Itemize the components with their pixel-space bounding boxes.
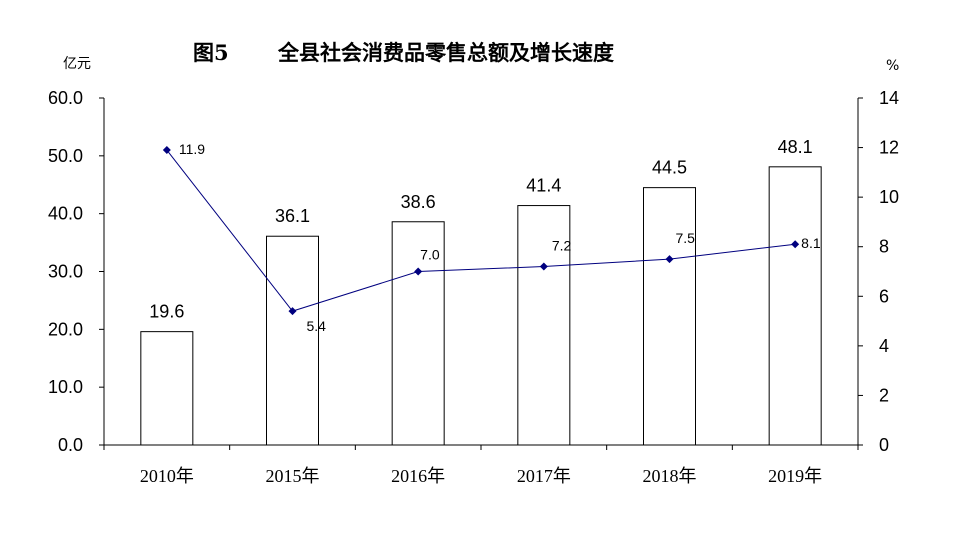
x-tick-label: 2018年 <box>643 466 697 486</box>
left-tick-label: 50.0 <box>48 146 83 166</box>
bar <box>391 221 445 446</box>
growth-rate-point <box>665 255 674 264</box>
bar <box>643 187 696 446</box>
growth-rate-label: 8.1 <box>801 235 821 251</box>
right-tick-label: 10 <box>879 187 899 207</box>
chart-title-prefix: 图5 <box>193 40 229 65</box>
bar-value-label: 19.6 <box>149 302 184 322</box>
x-tick-label: 2015年 <box>266 466 320 486</box>
left-axis-unit: 亿元 <box>63 56 91 72</box>
growth-rate-label: 11.9 <box>179 141 205 157</box>
growth-rate-point <box>414 267 423 276</box>
bar <box>266 235 319 446</box>
right-tick-label: 4 <box>879 336 889 356</box>
growth-rate-label: 7.5 <box>676 230 696 246</box>
bar <box>517 205 571 446</box>
bar-value-label: 36.1 <box>275 206 310 226</box>
right-tick-label: 12 <box>879 138 899 158</box>
bar-value-label: 38.6 <box>401 192 436 212</box>
growth-rate-label: 7.0 <box>420 247 440 263</box>
bar <box>140 331 194 446</box>
bar <box>768 166 822 446</box>
right-axis-unit: % <box>886 58 899 74</box>
x-tick-label: 2019年 <box>768 466 822 486</box>
growth-rate-label: 7.2 <box>552 238 572 254</box>
right-tick-label: 14 <box>879 88 899 108</box>
x-tick-label: 2010年 <box>140 466 194 486</box>
growth-rate-point <box>288 307 297 316</box>
bar-value-label: 48.1 <box>778 137 813 157</box>
left-tick-label: 10.0 <box>48 377 83 397</box>
left-tick-label: 60.0 <box>48 88 83 108</box>
bar-value-label: 44.5 <box>652 158 687 178</box>
plot-area: 0.0 10.0 20.0 30.0 40.0 50.0 60.0 0 2 4 6 8 10 12 14 20… <box>48 88 899 486</box>
left-tick-label: 30.0 <box>48 262 83 282</box>
chart-title: 全县社会消费品零售总额及增长速度 <box>277 41 614 65</box>
left-tick-label: 0.0 <box>58 435 83 455</box>
x-tick-label: 2017年 <box>517 466 571 486</box>
right-tick-label: 0 <box>879 435 889 455</box>
bar-value-label: 41.4 <box>526 176 561 196</box>
left-tick-label: 40.0 <box>48 204 83 224</box>
x-tick-label: 2016年 <box>391 466 445 486</box>
right-tick-label: 8 <box>879 237 889 257</box>
growth-rate-point <box>791 240 800 249</box>
growth-rate-line <box>166 149 796 312</box>
growth-rate-point <box>539 262 548 271</box>
left-tick-label: 20.0 <box>48 319 83 339</box>
right-tick-label: 6 <box>879 286 889 306</box>
right-tick-label: 2 <box>879 385 889 405</box>
growth-rate-label: 5.4 <box>307 318 327 334</box>
growth-rate-point <box>162 146 171 155</box>
